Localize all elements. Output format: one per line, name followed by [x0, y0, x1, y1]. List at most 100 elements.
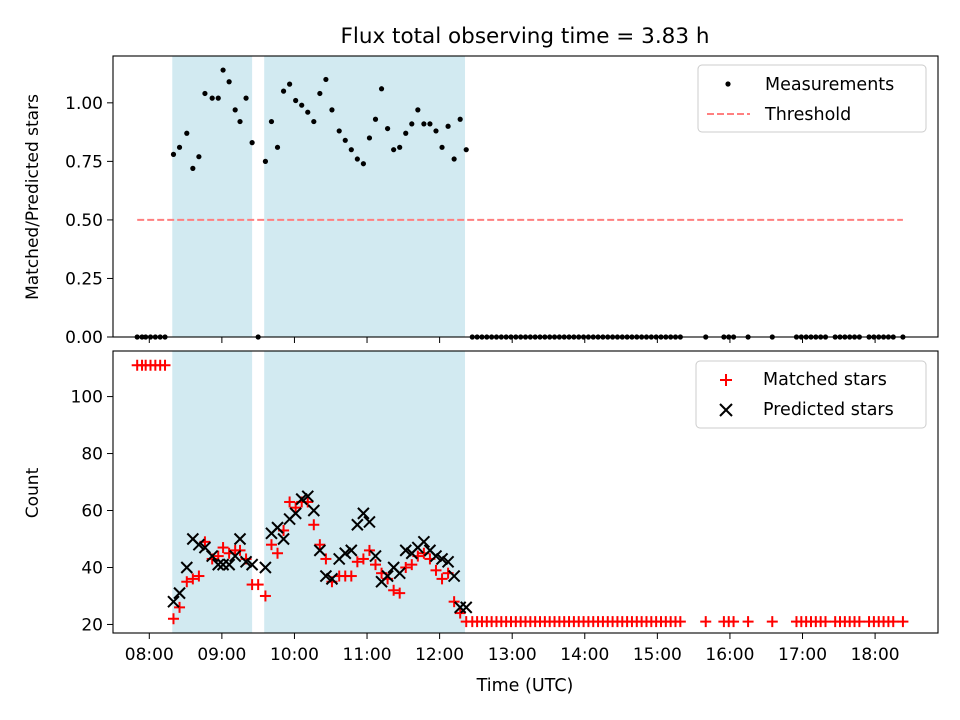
- bottom-y-axis-label: Count: [23, 467, 43, 518]
- measurement-point: [323, 76, 329, 83]
- top-axes-frame: [112, 55, 939, 338]
- bottom-shaded-intervals: [172, 351, 466, 633]
- matched-point: [728, 616, 740, 628]
- matched-point: [394, 587, 406, 599]
- measurement-point: [391, 147, 397, 153]
- matched-point: [314, 539, 326, 551]
- matched-point: [181, 576, 193, 588]
- measurement-point: [372, 116, 379, 122]
- matched-point: [436, 573, 448, 585]
- predicted-point: [259, 561, 272, 574]
- x-tick-label: 14:00: [560, 645, 609, 665]
- matched-point: [820, 616, 831, 628]
- predicted-point: [205, 549, 219, 563]
- measurement-point: [336, 128, 342, 134]
- predicted-point: [393, 566, 406, 580]
- predicted-stars-series: [167, 490, 473, 614]
- measurement-point: [262, 158, 269, 164]
- measurement-point: [439, 144, 445, 150]
- matched-point: [357, 553, 369, 565]
- predicted-point: [173, 586, 186, 600]
- measurement-point: [445, 123, 451, 129]
- predicted-point: [222, 558, 236, 571]
- measurement-point: [403, 130, 409, 136]
- top-x-ticks: [148, 337, 876, 343]
- matched-point: [193, 570, 205, 582]
- predicted-point: [357, 507, 370, 520]
- x-tick-label: 11:00: [343, 645, 392, 665]
- measurement-point: [397, 144, 403, 150]
- measurement-point: [202, 90, 208, 97]
- y-tick-label: 1.00: [65, 94, 103, 114]
- y-tick-label: 80: [81, 445, 103, 465]
- predicted-point: [447, 569, 461, 583]
- measurement-point: [342, 137, 348, 143]
- matched-point: [400, 561, 412, 573]
- measurement-point: [378, 86, 385, 92]
- y-tick-label: 0.25: [65, 269, 103, 289]
- matched-point: [351, 556, 363, 568]
- predicted-point: [369, 549, 382, 563]
- measurement-point: [274, 144, 281, 150]
- predicted-point: [319, 569, 333, 583]
- measurement-point: [170, 151, 177, 157]
- matched-point: [700, 616, 712, 628]
- measurement-point: [305, 109, 311, 115]
- top-y-axis-label: Matched/Predicted stars: [23, 94, 43, 300]
- top-panel: 0.00 0.25 0.50 0.75 1.00 Matched/Predicted s…: [23, 55, 939, 348]
- y-tick-label: 100: [71, 388, 103, 408]
- shaded-interval: [172, 56, 253, 337]
- matched-point: [265, 539, 277, 551]
- bottom-y-ticks: 20 40 60 80 100: [71, 388, 113, 635]
- predicted-point: [212, 558, 225, 571]
- matched-point: [742, 616, 754, 628]
- shaded-interval: [264, 351, 466, 633]
- measurement-point: [317, 90, 323, 97]
- matched-point: [259, 590, 271, 602]
- x-tick-label: 13:00: [488, 645, 537, 665]
- matched-point: [284, 496, 296, 508]
- bottom-x-ticks: 08:00 09:00 10:00 11:00 12:00 13:00 14:00 15:00…: [125, 633, 900, 665]
- bottom-axes-frame: [112, 350, 939, 634]
- matched-point: [174, 601, 186, 613]
- measurement-point: [421, 121, 427, 127]
- measurement-point: [354, 156, 360, 162]
- measurement-point: [409, 121, 415, 127]
- matched-point: [308, 519, 320, 531]
- predicted-point: [301, 490, 314, 503]
- top-legend: Measurements Threshold: [697, 64, 927, 133]
- matched-point: [370, 559, 381, 571]
- x-axis-label: Time (UTC): [476, 676, 574, 696]
- legend-matched-label: Matched stars: [763, 370, 887, 390]
- predicted-point: [325, 572, 339, 586]
- legend-measurements-marker: [725, 81, 731, 87]
- measurement-point: [463, 147, 469, 153]
- x-tick-label: 09:00: [197, 645, 246, 665]
- matched-point: [217, 542, 229, 554]
- predicted-point: [239, 555, 253, 568]
- matched-point: [167, 613, 179, 625]
- legend-threshold-label: Threshold: [764, 105, 851, 125]
- measurement-point: [415, 107, 421, 113]
- measurement-point: [196, 154, 202, 160]
- bottom-legend-box: [695, 360, 927, 429]
- legend-predicted-label: Predicted stars: [763, 400, 894, 420]
- predicted-point: [435, 552, 449, 566]
- predicted-point: [345, 544, 358, 557]
- matched-point: [187, 573, 199, 585]
- measurement-point: [184, 130, 190, 136]
- predicted-point: [381, 569, 394, 583]
- legend-matched-marker: [720, 374, 732, 386]
- measurement-point: [433, 128, 439, 134]
- x-tick-label: 10:00: [270, 645, 319, 665]
- shaded-interval: [264, 56, 466, 337]
- predicted-point: [307, 504, 321, 517]
- measurement-point: [311, 118, 317, 125]
- y-tick-label: 40: [81, 558, 103, 578]
- x-tick-label: 16:00: [705, 645, 754, 665]
- matched-point: [252, 579, 264, 591]
- predicted-point: [460, 601, 473, 614]
- x-tick-label: 18:00: [851, 645, 900, 665]
- matched-point: [448, 596, 460, 608]
- x-tick-label: 08:00: [125, 645, 174, 665]
